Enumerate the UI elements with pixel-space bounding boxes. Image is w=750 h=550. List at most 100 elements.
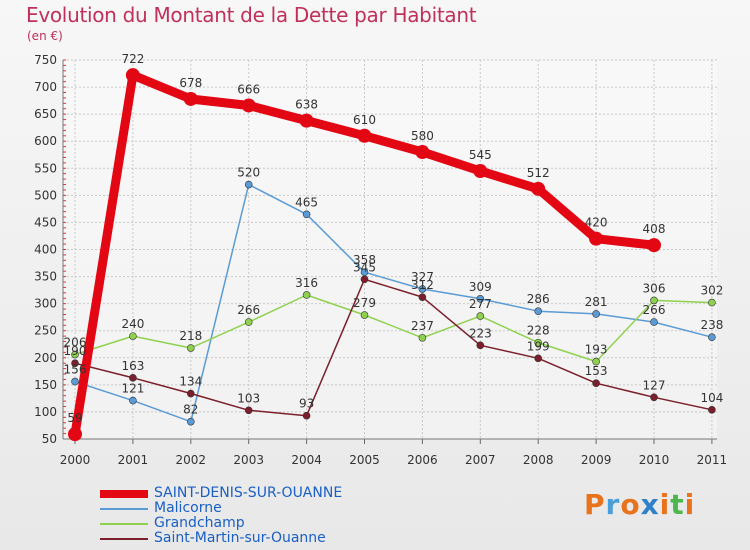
- data-point: [650, 318, 658, 326]
- x-tick-label: 2004: [291, 453, 322, 467]
- data-label: 193: [585, 343, 608, 357]
- data-point: [129, 332, 137, 340]
- y-tick-label: 700: [34, 80, 57, 94]
- data-label: 238: [700, 318, 723, 332]
- data-label: 610: [353, 113, 376, 127]
- y-tick-label: 150: [34, 378, 57, 392]
- grid-lines: [63, 59, 717, 440]
- data-label: 408: [643, 222, 666, 236]
- x-tick-label: 2010: [639, 453, 670, 467]
- data-point: [302, 210, 311, 219]
- y-tick-label: 650: [34, 107, 57, 121]
- data-label: 121: [121, 382, 144, 396]
- data-label: 281: [585, 295, 608, 309]
- data-point: [125, 68, 140, 83]
- data-label: 420: [585, 216, 608, 230]
- y-tick-label: 750: [34, 53, 57, 67]
- plot-area: [63, 60, 717, 439]
- logo-letter: P: [584, 488, 606, 521]
- x-tick-label: 2003: [233, 453, 264, 467]
- data-point: [534, 354, 543, 363]
- data-label: 345: [353, 260, 376, 274]
- data-point: [71, 359, 79, 368]
- data-point: [129, 374, 137, 382]
- data-label: 327: [411, 270, 434, 284]
- y-tick-label: 200: [34, 351, 57, 365]
- x-tick-label: 2007: [465, 453, 496, 467]
- data-label: 206: [64, 336, 87, 350]
- y-tick-label: 100: [34, 405, 57, 419]
- data-point: [244, 180, 253, 189]
- data-point: [418, 333, 427, 342]
- y-tick-label: 500: [34, 188, 57, 202]
- data-label: 218: [179, 329, 202, 343]
- data-point: [71, 377, 79, 386]
- data-point: [302, 411, 311, 420]
- x-tick-label: 2005: [349, 453, 380, 467]
- data-point: [244, 318, 253, 326]
- data-point: [244, 406, 253, 415]
- data-label: 465: [295, 195, 318, 209]
- data-label: 93: [299, 397, 314, 411]
- data-label: 223: [469, 326, 492, 340]
- data-label: 358: [353, 253, 376, 267]
- data-point: [473, 163, 488, 178]
- x-tick-label: 2000: [60, 453, 91, 467]
- y-tick-label: 550: [34, 161, 57, 175]
- x-tick-label: 2001: [118, 453, 149, 467]
- data-label: 302: [700, 284, 723, 298]
- data-label: 199: [527, 339, 550, 353]
- data-point: [708, 405, 716, 414]
- series-points: [68, 68, 716, 442]
- data-label: 104: [700, 391, 723, 405]
- data-point: [299, 113, 314, 128]
- logo-letter: i: [659, 488, 671, 521]
- data-point: [187, 344, 195, 352]
- series-line: [74, 294, 713, 363]
- data-point: [592, 357, 600, 366]
- x-tick-label: 2009: [581, 453, 612, 467]
- proxiti-logo: Proxiti: [584, 488, 695, 521]
- data-label: 638: [295, 98, 318, 112]
- logo-letter: t: [670, 488, 685, 521]
- logo-letter: x: [640, 488, 660, 521]
- data-label: 309: [469, 280, 492, 294]
- data-point: [708, 298, 716, 307]
- data-point: [360, 275, 369, 284]
- data-point: [418, 285, 427, 293]
- data-label: 266: [237, 303, 260, 317]
- data-point: [357, 128, 372, 143]
- y-tick-label: 450: [34, 215, 57, 229]
- data-label: 134: [179, 375, 202, 389]
- data-point: [129, 396, 137, 405]
- data-label: 279: [353, 296, 376, 310]
- data-label: 520: [237, 166, 260, 180]
- legend-label: SAINT-DENIS-SUR-OUANNE: [154, 485, 343, 501]
- y-tick-label: 300: [34, 297, 57, 311]
- data-point: [183, 91, 198, 106]
- data-label: 127: [643, 378, 666, 392]
- data-label: 163: [121, 359, 144, 373]
- legend-label: Saint-Martin-sur-Ouanne: [154, 530, 326, 546]
- data-label: 722: [121, 52, 144, 66]
- data-point: [534, 307, 543, 316]
- data-label: 545: [469, 148, 492, 162]
- data-point: [531, 181, 546, 196]
- data-label: 312: [411, 278, 434, 292]
- logo-letter: i: [684, 488, 696, 521]
- chart-unit: (en €): [27, 29, 63, 43]
- data-point: [415, 145, 430, 160]
- data-point: [534, 338, 543, 347]
- data-label: 190: [64, 344, 87, 358]
- data-label: 512: [527, 166, 550, 180]
- data-point: [360, 311, 369, 319]
- y-tick-label: 350: [34, 270, 57, 284]
- data-point: [187, 389, 195, 398]
- data-point: [302, 291, 311, 299]
- data-label: 277: [469, 297, 492, 311]
- data-point: [650, 296, 658, 305]
- data-point: [476, 341, 485, 350]
- x-tick-label: 2006: [407, 453, 438, 467]
- data-label: 666: [237, 82, 260, 96]
- logo-letter: o: [620, 488, 641, 521]
